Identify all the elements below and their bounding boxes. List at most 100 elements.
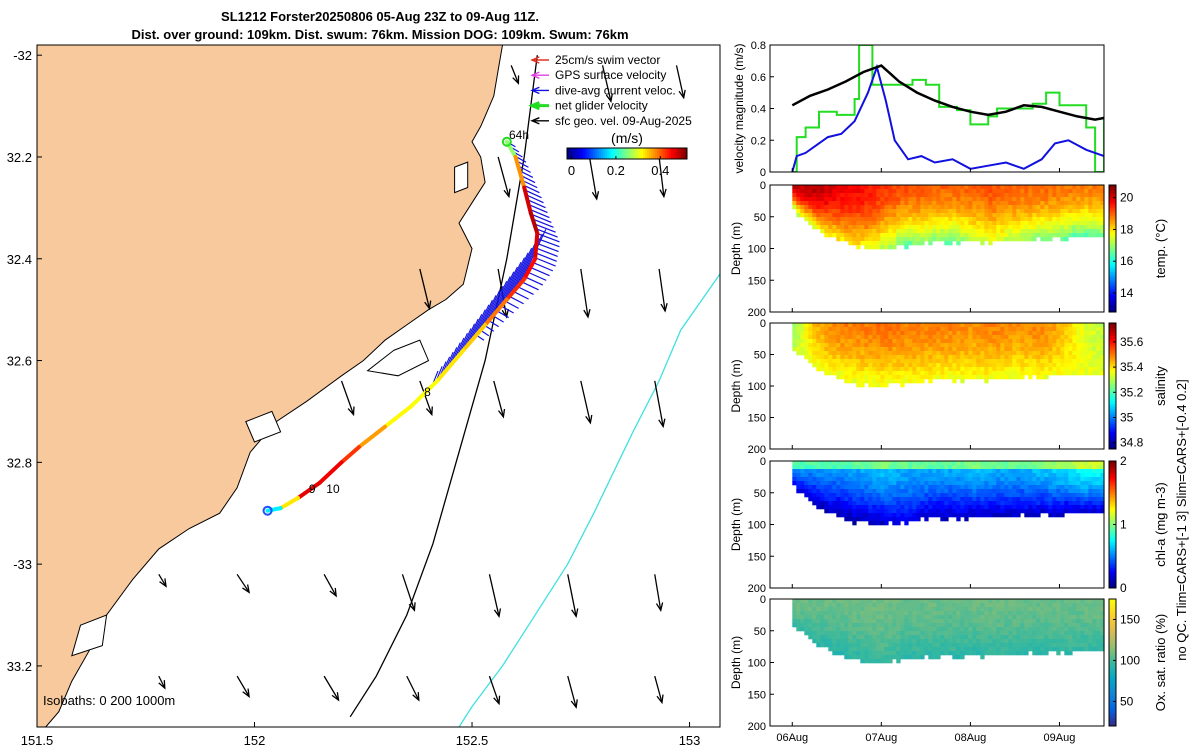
section-cell <box>908 599 913 604</box>
section-cell <box>1000 205 1005 210</box>
section-cell <box>980 217 985 222</box>
section-cell <box>836 469 841 474</box>
speed-series-speed <box>791 64 1104 121</box>
section-cell <box>1064 237 1069 242</box>
section-cell <box>976 233 981 238</box>
section-cell <box>804 623 809 628</box>
section-cell <box>912 635 917 640</box>
section-cell <box>828 489 833 494</box>
section-cell <box>1056 651 1061 656</box>
section-cell <box>796 603 801 608</box>
section-cell <box>796 197 801 202</box>
section-cell <box>1068 489 1073 494</box>
section-cell <box>940 485 945 490</box>
section-cell <box>824 209 829 214</box>
section-cell <box>1096 607 1101 612</box>
section-cell <box>904 493 909 498</box>
section-cell <box>1016 603 1021 608</box>
section-cell <box>972 185 977 190</box>
section-cell <box>1100 493 1105 498</box>
section-cell <box>824 363 829 368</box>
section-cell <box>932 639 937 644</box>
section-cell <box>1080 493 1085 498</box>
section-cell <box>836 355 841 360</box>
section-cell <box>1040 599 1045 604</box>
section-cell <box>1068 461 1073 466</box>
section-cell <box>884 607 889 612</box>
section-cell <box>880 485 885 490</box>
section-cell <box>1036 611 1041 616</box>
section-cell <box>1012 497 1017 502</box>
section-cell <box>1088 347 1093 352</box>
section-cell <box>804 631 809 636</box>
section-cell <box>1080 631 1085 636</box>
section-colorbar-cell <box>1109 403 1116 407</box>
section-cell <box>868 469 873 474</box>
section-cell <box>880 501 885 506</box>
section-cell <box>996 603 1001 608</box>
section-cell <box>1048 607 1053 612</box>
section-colorbar-cell <box>1109 296 1116 300</box>
section-cell <box>1036 465 1041 470</box>
section-cell <box>1064 347 1069 352</box>
section-cell <box>912 343 917 348</box>
track-segment <box>296 480 322 500</box>
section-cell <box>904 631 909 636</box>
section-colorbar-cell <box>1109 585 1116 589</box>
section-cell <box>864 351 869 356</box>
section-cell <box>1040 237 1045 242</box>
section-colorbar-cell <box>1109 700 1116 704</box>
section-cell <box>792 185 797 190</box>
section-cell <box>876 335 881 340</box>
section-cell <box>896 225 901 230</box>
section-cell <box>864 619 869 624</box>
section-cell <box>812 627 817 632</box>
section-cell <box>828 477 833 482</box>
section-cell <box>840 505 845 510</box>
section-colorbar-cell <box>1109 532 1116 536</box>
section-cell <box>860 627 865 632</box>
section-cell <box>832 343 837 348</box>
section-cell <box>896 327 901 332</box>
section-cell <box>1032 355 1037 360</box>
section-cell <box>1032 331 1037 336</box>
section-cell <box>1044 469 1049 474</box>
section-cell <box>868 497 873 502</box>
section-cell <box>992 189 997 194</box>
section-cell <box>932 371 937 376</box>
section-cell <box>1016 611 1021 616</box>
section-cell <box>1072 493 1077 498</box>
section-cell <box>952 331 957 336</box>
section-cell <box>864 343 869 348</box>
section-cell <box>868 209 873 214</box>
section-cell <box>904 603 909 608</box>
section-cell <box>900 355 905 360</box>
section-cell <box>812 489 817 494</box>
section-cell <box>960 379 965 384</box>
section-cell <box>1036 477 1041 482</box>
section-cell <box>1100 339 1105 344</box>
section-cell <box>960 217 965 222</box>
section-cell <box>1060 489 1065 494</box>
section-cell <box>1068 501 1073 506</box>
section-cell <box>1100 461 1105 466</box>
section-cell <box>940 367 945 372</box>
section-cell <box>884 331 889 336</box>
section-cell <box>952 473 957 478</box>
section-cell <box>832 643 837 648</box>
section-cell <box>968 607 973 612</box>
section-cell <box>1028 225 1033 230</box>
section-cell <box>1020 473 1025 478</box>
section-cell <box>848 623 853 628</box>
section-cell <box>908 501 913 506</box>
section-cell <box>1040 631 1045 636</box>
section-cell <box>956 189 961 194</box>
section-cell <box>1032 193 1037 198</box>
sfc-geo-vector-shaft <box>158 573 167 587</box>
section-cell <box>1028 643 1033 648</box>
section-cell <box>856 347 861 352</box>
section-cell <box>968 209 973 214</box>
section-cell <box>1040 627 1045 632</box>
sfc-geo-vector-shaft <box>419 268 431 309</box>
map-colorbar-cell <box>617 148 620 159</box>
